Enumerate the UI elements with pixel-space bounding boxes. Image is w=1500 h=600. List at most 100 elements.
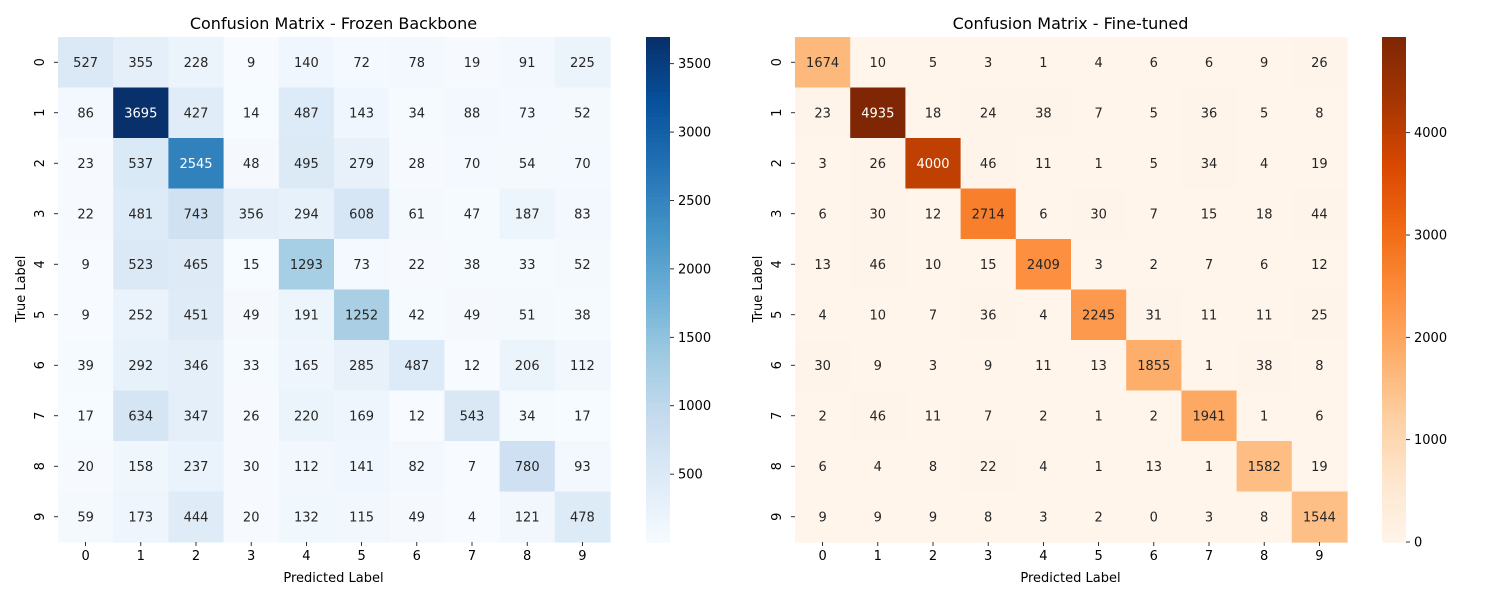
finetuned-x-tick-label-6: 6 xyxy=(1150,549,1158,564)
finetuned-cell-5-6 xyxy=(1126,289,1182,341)
frozen-colorbar-tick-label-5: 3000 xyxy=(678,126,711,141)
frozen-colorbar-segment xyxy=(646,377,670,383)
frozen-cell-3-2 xyxy=(168,188,225,240)
finetuned-colorbar-segment xyxy=(1382,222,1406,228)
frozen-cell-label-9-4: 132 xyxy=(294,510,319,525)
finetuned-cell-label-3-2: 12 xyxy=(925,207,942,222)
finetuned-cell-label-7-9: 6 xyxy=(1315,409,1323,424)
frozen-x-tick-label-9: 9 xyxy=(578,549,586,564)
finetuned-cell-9-3 xyxy=(960,491,1017,543)
frozen-colorbar-tick-label-6: 3500 xyxy=(678,57,711,72)
frozen-cell-label-5-6: 42 xyxy=(409,308,426,323)
frozen-colorbar-segment xyxy=(646,361,670,367)
frozen-cell-label-5-9: 38 xyxy=(574,308,591,323)
frozen-colorbar-segment xyxy=(646,352,670,358)
frozen-colorbar-segment xyxy=(646,234,670,240)
finetuned-cell-5-8 xyxy=(1236,289,1293,341)
frozen-cell-3-3 xyxy=(223,188,280,240)
finetuned-cell-7-3 xyxy=(960,390,1017,442)
frozen-y-tick-label-7: 7 xyxy=(33,412,48,420)
finetuned-cell-6-6 xyxy=(1126,340,1182,392)
finetuned-colorbar-segment xyxy=(1382,142,1406,148)
frozen-cell-label-8-2: 237 xyxy=(184,460,209,475)
finetuned-cell-9-2 xyxy=(905,491,962,543)
frozen-cell-label-7-0: 17 xyxy=(77,409,94,424)
finetuned-cell-label-4-4: 2409 xyxy=(1027,258,1060,273)
finetuned-cell-label-7-7: 1941 xyxy=(1192,409,1225,424)
finetuned-cell-9-8 xyxy=(1236,491,1293,543)
frozen-cell-4-9 xyxy=(554,239,611,291)
frozen-cell-5-5 xyxy=(334,289,390,341)
finetuned-cell-2-1 xyxy=(850,138,906,190)
frozen-colorbar-segment xyxy=(646,180,670,186)
finetuned-colorbar-segment xyxy=(1382,466,1406,472)
frozen-colorbar-segment xyxy=(646,411,670,417)
finetuned-cell-4-2 xyxy=(905,239,962,291)
frozen-colorbar-segment xyxy=(646,272,670,278)
finetuned-colorbar-segment xyxy=(1382,520,1406,526)
finetuned-cell-4-4 xyxy=(1015,239,1072,291)
frozen-cell-label-3-3: 356 xyxy=(239,207,264,222)
finetuned-colorbar-segment xyxy=(1382,121,1406,127)
frozen-colorbar-segment xyxy=(646,171,670,177)
frozen-cell-4-7 xyxy=(444,239,501,291)
finetuned-cell-label-4-7: 7 xyxy=(1205,258,1213,273)
finetuned-colorbar-segment xyxy=(1382,302,1406,308)
frozen-colorbar-segment xyxy=(646,428,670,434)
frozen-cell-8-5 xyxy=(334,441,390,493)
finetuned-cell-6-1 xyxy=(850,340,906,392)
finetuned-colorbar-segment xyxy=(1382,264,1406,270)
frozen-cell-label-1-7: 88 xyxy=(464,106,481,121)
finetuned-colorbar-segment xyxy=(1382,340,1406,346)
frozen-colorbar-segment xyxy=(646,369,670,375)
frozen-cell-label-6-3: 33 xyxy=(243,359,260,374)
finetuned-cell-0-9 xyxy=(1291,37,1348,89)
frozen-cell-5-3 xyxy=(223,289,280,341)
finetuned-cell-9-1 xyxy=(850,491,906,543)
finetuned-cell-label-2-7: 34 xyxy=(1201,157,1218,172)
frozen-colorbar-tick-label-3: 2000 xyxy=(678,262,711,277)
finetuned-colorbar-segment xyxy=(1382,154,1406,160)
finetuned-colorbar-segment xyxy=(1382,293,1406,299)
frozen-colorbar-segment xyxy=(646,306,670,312)
finetuned-colorbar-segment xyxy=(1382,281,1406,287)
finetuned-cell-9-6 xyxy=(1126,491,1182,543)
frozen-cell-label-4-4: 1293 xyxy=(290,258,323,273)
frozen-cell-8-6 xyxy=(389,441,445,493)
frozen-cell-label-9-2: 444 xyxy=(184,510,209,525)
finetuned-cell-4-0 xyxy=(795,239,851,291)
finetuned-colorbar-segment xyxy=(1382,499,1406,505)
frozen-cell-label-4-9: 52 xyxy=(574,258,591,273)
finetuned-cell-2-5 xyxy=(1071,138,1127,190)
finetuned-cell-label-1-4: 38 xyxy=(1035,106,1052,121)
finetuned-cell-label-7-2: 11 xyxy=(925,409,942,424)
frozen-cell-7-6 xyxy=(389,390,445,442)
frozen-y-axis-label: True Label xyxy=(14,256,29,324)
finetuned-cell-label-0-0: 1674 xyxy=(806,56,839,71)
finetuned-colorbar-segment xyxy=(1382,108,1406,114)
frozen-cell-label-7-5: 169 xyxy=(349,409,374,424)
frozen-cell-label-0-8: 91 xyxy=(519,56,536,71)
finetuned-colorbar-segment xyxy=(1382,230,1406,236)
finetuned-cell-label-9-1: 9 xyxy=(874,510,882,525)
finetuned-cell-4-1 xyxy=(850,239,906,291)
finetuned-colorbar-segment xyxy=(1382,125,1406,131)
finetuned-cell-label-0-9: 26 xyxy=(1311,56,1328,71)
finetuned-cell-label-3-6: 7 xyxy=(1150,207,1158,222)
finetuned-cell-label-6-5: 13 xyxy=(1090,359,1107,374)
finetuned-colorbar-segment xyxy=(1382,129,1406,135)
finetuned-cell-label-6-2: 3 xyxy=(929,359,937,374)
frozen-cell-3-5 xyxy=(334,188,390,240)
finetuned-cell-6-7 xyxy=(1181,340,1238,392)
finetuned-colorbar-segment xyxy=(1382,390,1406,396)
frozen-cell-6-9 xyxy=(554,340,611,392)
frozen-colorbar-segment xyxy=(646,289,670,295)
frozen-cell-label-6-7: 12 xyxy=(464,359,481,374)
frozen-cell-label-3-9: 83 xyxy=(574,207,591,222)
finetuned-cell-5-1 xyxy=(850,289,906,341)
frozen-cell-label-1-0: 86 xyxy=(77,106,94,121)
finetuned-cell-8-0 xyxy=(795,441,851,493)
finetuned-cell-7-9 xyxy=(1291,390,1348,442)
frozen-colorbar-segment xyxy=(646,163,670,169)
